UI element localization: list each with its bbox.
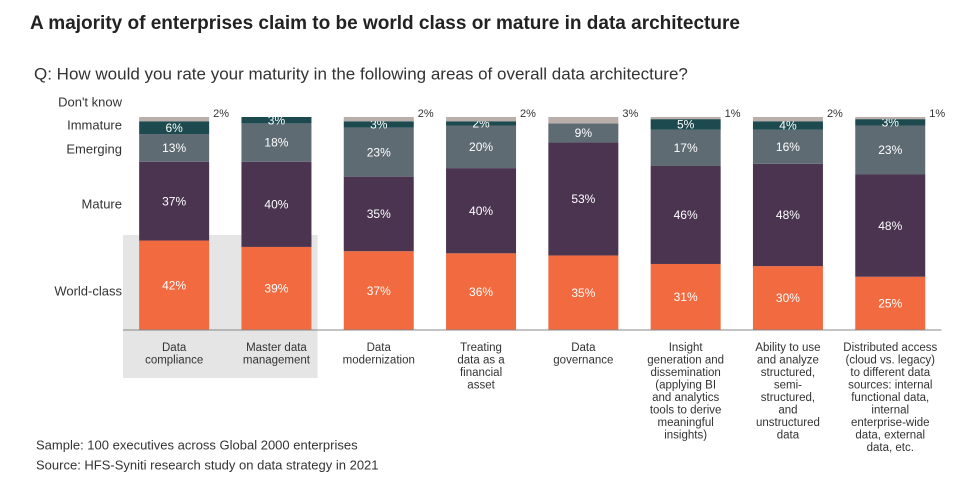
data-label: 16% bbox=[776, 140, 800, 154]
data-label: 40% bbox=[469, 204, 493, 218]
data-label: 6% bbox=[165, 121, 183, 135]
bar-segment bbox=[343, 127, 414, 177]
bar-segment bbox=[548, 117, 619, 124]
bar-segment bbox=[139, 121, 210, 135]
data-label: 18% bbox=[264, 136, 288, 150]
x-tick-label: Data compliance bbox=[145, 342, 203, 367]
legend-label: Mature bbox=[82, 196, 122, 211]
bar-segment bbox=[752, 129, 823, 164]
data-label: 37% bbox=[162, 194, 186, 208]
legend-label: World-class bbox=[54, 283, 122, 298]
bar-segment bbox=[343, 121, 414, 128]
data-label: 2% bbox=[213, 108, 229, 120]
data-label: 1% bbox=[929, 108, 945, 120]
data-label: 35% bbox=[367, 207, 391, 221]
chart-title: A majority of enterprises claim to be wo… bbox=[30, 13, 740, 34]
bar-segment bbox=[855, 174, 926, 277]
bar-segment bbox=[139, 240, 210, 330]
data-label: 3% bbox=[622, 108, 638, 120]
bar-segment bbox=[343, 251, 414, 330]
data-label: 2% bbox=[520, 108, 536, 120]
bar-segment bbox=[139, 161, 210, 241]
bar-segment bbox=[343, 117, 414, 122]
data-label: 17% bbox=[674, 141, 698, 155]
bar-segment bbox=[548, 142, 619, 256]
note: Sample: 100 executives across Global 200… bbox=[36, 437, 358, 452]
bar-segment bbox=[752, 121, 823, 130]
bar-segment bbox=[650, 119, 721, 130]
bar-segment bbox=[446, 168, 517, 254]
x-tick-label: Ability to use and analyze structured, semi… bbox=[755, 342, 820, 442]
bar-segment bbox=[548, 123, 619, 143]
bar-segment bbox=[241, 161, 312, 247]
chart-subtitle: Q: How would you rate your maturity in t… bbox=[34, 64, 688, 83]
data-label: 48% bbox=[776, 208, 800, 222]
data-label: 35% bbox=[571, 286, 595, 300]
bar-segment bbox=[241, 123, 312, 162]
bar-segment bbox=[139, 134, 210, 162]
data-label: 31% bbox=[674, 290, 698, 304]
bar-segment bbox=[446, 125, 517, 169]
legend-label: Emerging bbox=[66, 141, 122, 156]
bar-segment bbox=[650, 263, 721, 330]
bar-segment bbox=[650, 117, 721, 120]
legend-label: Immature bbox=[67, 117, 122, 132]
x-tick-label: Treating data as a financial asset bbox=[457, 342, 505, 392]
data-label: 23% bbox=[367, 145, 391, 159]
data-label: 3% bbox=[268, 113, 286, 127]
data-label: 39% bbox=[264, 282, 288, 296]
bar-segment bbox=[752, 266, 823, 330]
bar-segment bbox=[855, 119, 926, 126]
note: Source: HFS-Syniti research study on dat… bbox=[36, 457, 379, 472]
bar-segment bbox=[139, 117, 210, 122]
bar-segment bbox=[241, 117, 312, 124]
x-tick-label: Master data management bbox=[243, 342, 311, 367]
data-label: 30% bbox=[776, 291, 800, 305]
bar-segment bbox=[446, 253, 517, 330]
data-label: 13% bbox=[162, 141, 186, 155]
bar-segment bbox=[650, 129, 721, 166]
data-label: 1% bbox=[725, 108, 741, 120]
data-label: 40% bbox=[264, 198, 288, 212]
data-label: 4% bbox=[779, 119, 797, 133]
legend-label: Don't know bbox=[58, 94, 123, 109]
bar-segment bbox=[752, 163, 823, 267]
data-label: 2% bbox=[418, 108, 434, 120]
x-tick-label: Data modernization bbox=[343, 342, 415, 367]
data-label: 42% bbox=[162, 278, 186, 292]
data-label: 37% bbox=[367, 284, 391, 298]
data-label: 25% bbox=[878, 297, 902, 311]
bar-segment bbox=[241, 246, 312, 330]
data-label: 53% bbox=[571, 192, 595, 206]
x-tick-label: Insight generation and dissemination (apply… bbox=[647, 342, 724, 442]
data-label: 46% bbox=[674, 208, 698, 222]
bar-segment bbox=[650, 165, 721, 264]
data-label: 2% bbox=[827, 108, 843, 120]
data-label: 5% bbox=[677, 118, 695, 132]
x-tick-label: Distributed access (cloud vs. legacy) to d… bbox=[843, 342, 937, 454]
data-label: 20% bbox=[469, 140, 493, 154]
bar-segment bbox=[548, 255, 619, 330]
bar-segment bbox=[855, 117, 926, 120]
bar-segment bbox=[446, 121, 517, 126]
bar-segment bbox=[343, 176, 414, 252]
data-label: 48% bbox=[878, 219, 902, 233]
data-label: 23% bbox=[878, 143, 902, 157]
data-label: 36% bbox=[469, 285, 493, 299]
bar-segment bbox=[446, 117, 517, 122]
data-label: 9% bbox=[575, 126, 593, 140]
bar-segment bbox=[752, 117, 823, 122]
bar-segment bbox=[855, 125, 926, 175]
x-tick-label: Data governance bbox=[553, 342, 613, 367]
bar-segment bbox=[855, 276, 926, 330]
